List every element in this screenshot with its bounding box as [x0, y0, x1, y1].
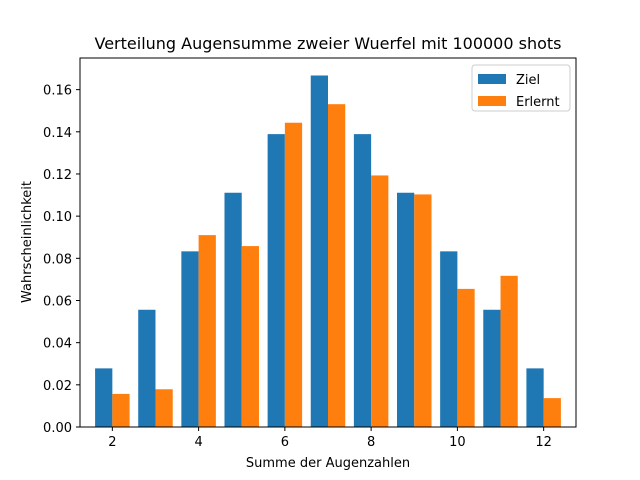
- legend-label-erlernt: Erlernt: [516, 95, 560, 110]
- bar-erlernt-7: [328, 104, 346, 428]
- chart-title: Verteilung Augensumme zweier Wuerfel mit…: [95, 34, 562, 53]
- bar-erlernt-4: [198, 235, 216, 427]
- bar-ziel-5: [224, 192, 242, 427]
- y-tick-label: 0.08: [43, 252, 72, 267]
- legend-label-ziel: Ziel: [516, 73, 540, 88]
- legend-swatch-ziel: [478, 74, 506, 84]
- x-tick-label: 2: [108, 435, 116, 450]
- bar-ziel-6: [267, 134, 285, 427]
- bar-ziel-9: [397, 192, 415, 427]
- bar-erlernt-10: [457, 288, 475, 427]
- bar-erlernt-12: [543, 398, 561, 427]
- y-tick-label: 0.16: [43, 84, 72, 99]
- x-tick-label: 10: [449, 435, 466, 450]
- y-axis-ticks: 0.00 0.02 0.04 0.06 0.08 0.10 0.12 0.14 0.16: [43, 84, 80, 436]
- bars-group: [95, 75, 561, 428]
- x-axis-ticks: 2 4 6 8 10 12: [108, 427, 552, 450]
- bar-erlernt-3: [155, 389, 173, 427]
- bar-erlernt-6: [284, 122, 303, 427]
- bar-ziel-3: [138, 309, 156, 427]
- bar-erlernt-8: [371, 175, 389, 427]
- y-tick-label: 0.14: [43, 126, 72, 141]
- y-tick-label: 0.06: [43, 294, 72, 309]
- bar-ziel-4: [181, 251, 199, 427]
- bar-ziel-11: [483, 309, 501, 427]
- bar-ziel-10: [440, 251, 458, 427]
- bar-ziel-12: [526, 368, 544, 427]
- y-tick-label: 0.10: [43, 210, 72, 225]
- y-axis-label: Wahrscheinlichkeit: [20, 181, 35, 303]
- bar-erlernt-5: [241, 246, 259, 427]
- plot-frame: [79, 57, 577, 428]
- bar-ziel-7: [310, 75, 328, 427]
- x-tick-label: 8: [367, 435, 375, 450]
- bar-ziel-2: [95, 368, 113, 427]
- bar-ziel-8: [353, 134, 372, 427]
- y-tick-label: 0.12: [43, 168, 72, 183]
- legend: Ziel Erlernt: [471, 64, 571, 112]
- x-tick-label: 4: [194, 435, 202, 450]
- legend-swatch-erlernt: [478, 96, 506, 106]
- x-axis-label: Summe der Augenzahlen: [246, 456, 410, 471]
- y-tick-label: 0.04: [43, 337, 72, 352]
- y-tick-label: 0.02: [43, 379, 72, 394]
- bar-erlernt-9: [414, 194, 432, 427]
- bar-erlernt-11: [500, 275, 518, 427]
- x-tick-label: 12: [535, 435, 552, 450]
- bar-erlernt-2: [112, 393, 130, 427]
- x-tick-label: 6: [281, 435, 289, 450]
- y-tick-label: 0.00: [43, 421, 72, 436]
